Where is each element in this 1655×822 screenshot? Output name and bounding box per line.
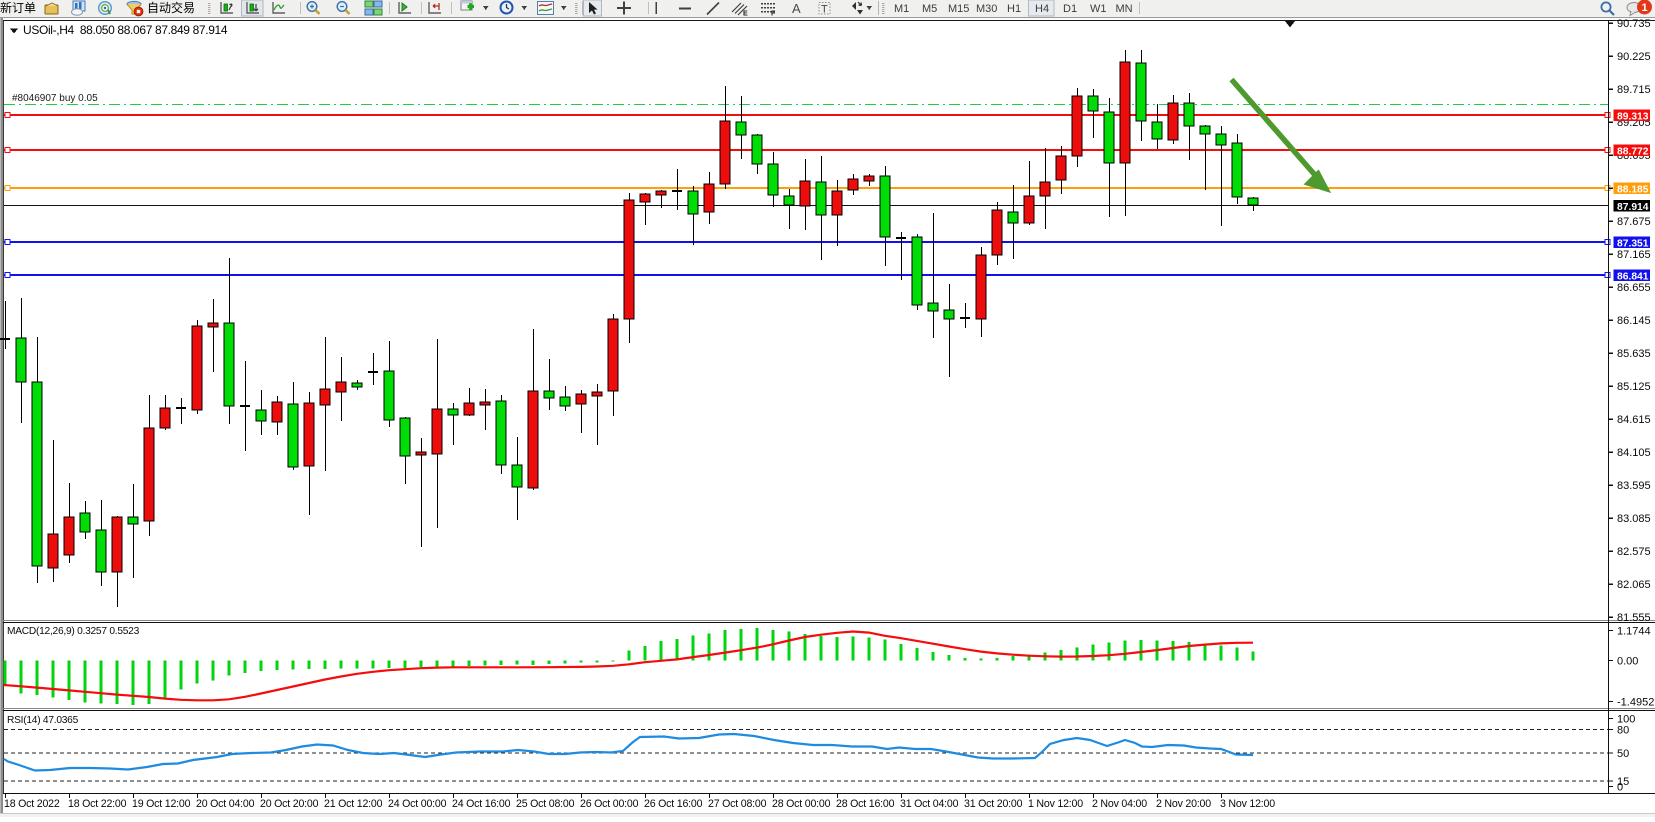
svg-text:81.555: 81.555 xyxy=(1617,612,1651,624)
svg-text:86.655: 86.655 xyxy=(1617,282,1651,294)
svg-text:84.615: 84.615 xyxy=(1617,414,1651,426)
svg-text:83.595: 83.595 xyxy=(1617,480,1651,492)
svg-text:E: E xyxy=(743,11,748,18)
svg-text:85.125: 85.125 xyxy=(1617,381,1651,393)
svg-text:31 Oct 04:00: 31 Oct 04:00 xyxy=(900,798,959,810)
svg-text:86.841: 86.841 xyxy=(1617,271,1649,282)
svg-text:M5: M5 xyxy=(922,3,937,15)
svg-text:90.225: 90.225 xyxy=(1617,51,1651,63)
svg-text:26 Oct 00:00: 26 Oct 00:00 xyxy=(580,798,639,810)
svg-text:87.165: 87.165 xyxy=(1617,249,1651,261)
svg-text:24 Oct 16:00: 24 Oct 16:00 xyxy=(452,798,511,810)
svg-text:USOil-,H4 88.050 88.067 87.84: USOil-,H4 88.050 88.067 87.849 87.914 xyxy=(23,23,228,37)
svg-text:H4: H4 xyxy=(1035,3,1049,15)
svg-text:25 Oct 08:00: 25 Oct 08:00 xyxy=(516,798,575,810)
svg-text:M15: M15 xyxy=(948,3,969,15)
svg-text:50: 50 xyxy=(1617,748,1629,760)
svg-text:自动交易: 自动交易 xyxy=(147,0,195,15)
svg-text:89.715: 89.715 xyxy=(1617,84,1651,96)
svg-text:28 Oct 00:00: 28 Oct 00:00 xyxy=(772,798,831,810)
svg-text:M1: M1 xyxy=(894,3,909,15)
svg-text:0: 0 xyxy=(1617,782,1623,794)
svg-text:15: 15 xyxy=(1617,776,1629,788)
svg-text:90.735: 90.735 xyxy=(1617,18,1651,30)
svg-text:W1: W1 xyxy=(1090,3,1107,15)
svg-text:1.1744: 1.1744 xyxy=(1617,626,1651,638)
svg-text:19 Oct 12:00: 19 Oct 12:00 xyxy=(132,798,191,810)
svg-text:88.185: 88.185 xyxy=(1617,184,1649,195)
svg-text:82.065: 82.065 xyxy=(1617,579,1651,591)
svg-text:85.635: 85.635 xyxy=(1617,348,1651,360)
svg-text:-1.4952: -1.4952 xyxy=(1617,697,1654,709)
svg-text:83.085: 83.085 xyxy=(1617,513,1651,525)
svg-text:87.351: 87.351 xyxy=(1617,238,1649,249)
svg-text:31 Oct 20:00: 31 Oct 20:00 xyxy=(964,798,1023,810)
svg-text:3 Nov 12:00: 3 Nov 12:00 xyxy=(1220,798,1275,810)
svg-text:MACD(12,26,9) 0.3257 0.5523: MACD(12,26,9) 0.3257 0.5523 xyxy=(7,626,140,637)
svg-text:2 Nov 20:00: 2 Nov 20:00 xyxy=(1156,798,1211,810)
svg-text:86.145: 86.145 xyxy=(1617,315,1651,327)
svg-text:87.675: 87.675 xyxy=(1617,216,1651,228)
svg-text:F: F xyxy=(771,11,776,18)
svg-text:88.772: 88.772 xyxy=(1617,146,1649,157)
svg-text:#8046907 buy 0.05: #8046907 buy 0.05 xyxy=(12,93,98,104)
svg-text:RSI(14) 47.0365: RSI(14) 47.0365 xyxy=(7,715,79,726)
svg-text:18 Oct 2022: 18 Oct 2022 xyxy=(4,798,60,810)
svg-text:18 Oct 22:00: 18 Oct 22:00 xyxy=(68,798,127,810)
svg-text:D1: D1 xyxy=(1063,3,1077,15)
svg-text:MN: MN xyxy=(1116,3,1133,15)
svg-text:A: A xyxy=(792,1,801,16)
svg-text:82.575: 82.575 xyxy=(1617,546,1651,558)
svg-text:87.914: 87.914 xyxy=(1617,202,1649,213)
svg-text:1 Nov 12:00: 1 Nov 12:00 xyxy=(1028,798,1083,810)
svg-text:M30: M30 xyxy=(976,3,997,15)
svg-text:2 Nov 04:00: 2 Nov 04:00 xyxy=(1092,798,1147,810)
svg-text:84.105: 84.105 xyxy=(1617,447,1651,459)
svg-text:24 Oct 00:00: 24 Oct 00:00 xyxy=(388,798,447,810)
svg-text:89.313: 89.313 xyxy=(1617,111,1649,122)
svg-text:21 Oct 12:00: 21 Oct 12:00 xyxy=(324,798,383,810)
svg-text:80: 80 xyxy=(1617,725,1629,737)
svg-text:28 Oct 16:00: 28 Oct 16:00 xyxy=(836,798,895,810)
svg-text:20 Oct 04:00: 20 Oct 04:00 xyxy=(196,798,255,810)
svg-text:20 Oct 20:00: 20 Oct 20:00 xyxy=(260,798,319,810)
svg-text:T: T xyxy=(821,4,828,16)
svg-text:0.00: 0.00 xyxy=(1617,656,1638,668)
svg-text:27 Oct 08:00: 27 Oct 08:00 xyxy=(708,798,767,810)
svg-text:26 Oct 16:00: 26 Oct 16:00 xyxy=(644,798,703,810)
svg-text:100: 100 xyxy=(1617,714,1635,726)
svg-text:新订单: 新订单 xyxy=(0,0,36,15)
svg-text:1: 1 xyxy=(1641,2,1647,14)
svg-text:H1: H1 xyxy=(1007,3,1021,15)
